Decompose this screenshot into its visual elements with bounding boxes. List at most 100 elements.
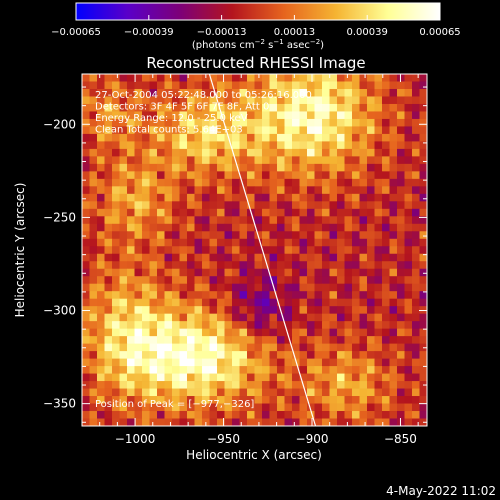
heatmap-cell <box>254 283 263 292</box>
colorbar-tick-label: −0.00013 <box>197 27 247 38</box>
heatmap-cell <box>262 306 270 315</box>
heatmap-cell <box>142 373 150 382</box>
heatmap-cell <box>104 141 113 150</box>
heatmap-cell <box>299 103 308 112</box>
heatmap-cell <box>269 261 278 270</box>
heatmap-cell <box>284 283 293 292</box>
heatmap-cell <box>382 186 390 195</box>
heatmap-cell <box>397 246 405 255</box>
heatmap-cell <box>337 283 345 292</box>
heatmap-cell <box>97 231 105 240</box>
heatmap-cell <box>322 336 330 345</box>
heatmap-cell <box>194 126 203 135</box>
heatmap-cell <box>164 268 173 277</box>
heatmap-cell <box>382 366 390 374</box>
heatmap-cell <box>329 268 338 277</box>
heatmap-cell <box>322 171 330 180</box>
heatmap-cell <box>97 366 105 374</box>
heatmap-cell <box>112 186 120 195</box>
heatmap-cell <box>127 133 135 142</box>
heatmap-cell <box>104 118 113 127</box>
heatmap-cell <box>314 351 323 359</box>
heatmap-cell <box>397 81 405 90</box>
heatmap-cell <box>134 351 143 359</box>
heatmap-cell <box>127 246 135 255</box>
heatmap-cell <box>164 261 173 270</box>
heatmap-cell <box>419 373 427 382</box>
heatmap-cell <box>89 328 98 337</box>
heatmap-cell <box>404 411 413 419</box>
heatmap-cell <box>149 148 158 157</box>
heatmap-cell <box>277 366 285 374</box>
heatmap-cell <box>127 141 135 150</box>
heatmap-cell <box>404 133 413 142</box>
heatmap-cell <box>284 96 293 105</box>
heatmap-cell <box>187 246 195 255</box>
heatmap-cell <box>262 103 270 112</box>
heatmap-cell <box>82 373 90 382</box>
heatmap-cell <box>97 403 105 412</box>
heatmap-cell <box>119 111 128 120</box>
heatmap-cell <box>292 283 300 292</box>
heatmap-cell <box>329 141 338 150</box>
heatmap-cell <box>127 388 135 397</box>
heatmap-cell <box>382 126 390 135</box>
heatmap-cell <box>97 388 105 397</box>
heatmap-cell <box>119 373 128 382</box>
heatmap-cell <box>179 358 188 367</box>
heatmap-cell <box>352 268 360 277</box>
heatmap-cell <box>254 298 263 307</box>
heatmap-cell <box>157 381 165 389</box>
heatmap-cell <box>299 351 308 359</box>
heatmap-cell <box>239 148 248 157</box>
heatmap-cell <box>314 268 323 277</box>
heatmap-cell <box>232 276 240 285</box>
heatmap-cell <box>299 141 308 150</box>
heatmap-cell <box>397 216 405 225</box>
heatmap-cell <box>89 261 98 270</box>
heatmap-cell <box>172 178 180 187</box>
heatmap-cell <box>314 118 323 127</box>
heatmap-cell <box>172 148 180 157</box>
heatmap-cell <box>337 246 345 255</box>
heatmap-cell <box>307 96 315 105</box>
heatmap-cell <box>239 88 248 97</box>
heatmap-cell <box>254 208 263 217</box>
heatmap-cell <box>232 186 240 195</box>
heatmap-cell <box>329 283 338 292</box>
heatmap-cell <box>359 148 368 157</box>
heatmap-cell <box>292 343 300 352</box>
heatmap-cell <box>119 388 128 397</box>
heatmap-cell <box>172 238 180 247</box>
heatmap-cell <box>217 411 225 419</box>
heatmap-cell <box>299 313 308 322</box>
heatmap-cell <box>419 178 427 187</box>
heatmap-cell <box>404 201 413 210</box>
heatmap-cell <box>389 343 398 352</box>
heatmap-cell <box>344 238 353 247</box>
heatmap-cell <box>262 253 270 262</box>
heatmap-cell <box>419 298 427 307</box>
heatmap-cell <box>224 328 233 337</box>
heatmap-cell <box>382 171 390 180</box>
heatmap-cell <box>202 216 210 225</box>
heatmap-cell <box>389 238 398 247</box>
heatmap-cell <box>299 366 308 374</box>
heatmap-cell <box>187 96 195 105</box>
heatmap-cell <box>82 163 90 172</box>
heatmap-cell <box>269 156 278 165</box>
heatmap-cell <box>142 186 150 195</box>
heatmap-cell <box>127 403 135 412</box>
heatmap-cell <box>209 381 218 389</box>
heatmap-cell <box>277 283 285 292</box>
heatmap-cell <box>344 103 353 112</box>
heatmap-cell <box>142 351 150 359</box>
heatmap-cell <box>299 403 308 412</box>
heatmap-cell <box>194 283 203 292</box>
heatmap-cell <box>404 261 413 270</box>
heatmap-cell <box>262 388 270 397</box>
heatmap-cell <box>232 313 240 322</box>
heatmap-cell <box>307 88 315 97</box>
heatmap-cell <box>232 246 240 255</box>
heatmap-cell <box>232 201 240 210</box>
